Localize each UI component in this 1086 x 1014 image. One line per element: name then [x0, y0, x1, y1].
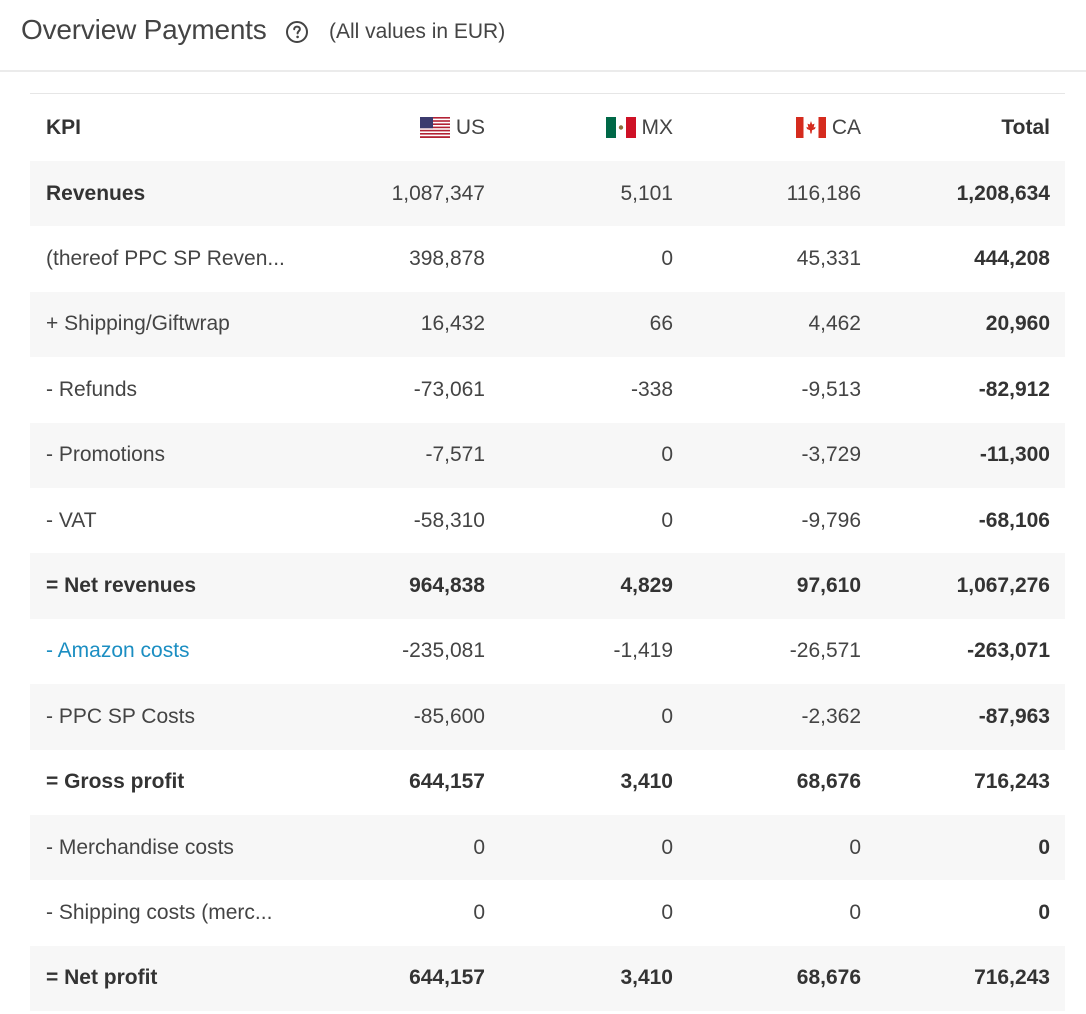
kpi-label: Revenues [46, 181, 146, 205]
table-row: - VAT -58,310 0 -9,796 -68,106 [30, 488, 1065, 553]
col-header-mx-label: MX [641, 115, 674, 139]
value-us: -58,310 [413, 508, 485, 532]
value-total: 20,960 [985, 312, 1050, 336]
value-ca: -9,513 [801, 377, 861, 401]
kpi-label: + Shipping/Giftwrap [46, 312, 230, 336]
value-ca: -2,362 [801, 704, 861, 728]
value-us: 644,157 [409, 770, 485, 794]
col-header-total[interactable]: Total [1001, 115, 1050, 139]
value-us: -7,571 [425, 443, 485, 467]
table-row: Revenues 1,087,347 5,101 116,186 1,208,6… [30, 161, 1065, 227]
col-header-ca[interactable]: CA [795, 94, 861, 161]
amazon-costs-link[interactable]: - Amazon costs [46, 639, 190, 663]
value-total: -68,106 [978, 508, 1050, 532]
table-row: = Net profit 644,157 3,410 68,676 716,24… [30, 945, 1065, 1012]
value-us: 0 [473, 835, 485, 859]
value-ca: 97,610 [796, 574, 861, 598]
value-ca: 0 [849, 900, 861, 924]
table-row: - PPC SP Costs -85,600 0 -2,362 -87,963 [30, 684, 1065, 750]
value-us: -235,081 [402, 639, 485, 663]
page-title: Overview Payments [21, 14, 267, 45]
value-total: 716,243 [974, 770, 1050, 794]
col-header-kpi[interactable]: KPI [46, 115, 82, 139]
value-total: -87,963 [978, 704, 1050, 728]
value-ca: 116,186 [786, 181, 861, 205]
table-header: KPI US [30, 93, 1065, 161]
value-mx: 0 [661, 247, 673, 271]
value-us: 644,157 [409, 966, 485, 990]
value-mx: 0 [661, 508, 673, 532]
payments-table: KPI US [30, 93, 1065, 1012]
value-us: 0 [473, 900, 485, 924]
kpi-label: - Merchandise costs [46, 835, 234, 859]
value-mx: -1,419 [613, 639, 673, 663]
value-total: -11,300 [979, 443, 1050, 467]
value-mx: 0 [661, 835, 673, 859]
kpi-label: - Promotions [46, 443, 166, 467]
value-mx: 0 [661, 900, 673, 924]
table-row: + Shipping/Giftwrap 16,432 66 4,462 20,9… [30, 291, 1065, 358]
value-ca: 4,462 [808, 312, 861, 336]
value-us: 398,878 [409, 247, 485, 271]
value-ca: -3,729 [801, 443, 861, 467]
table-row: (thereof PPC SP Reven... 398,878 0 45,33… [30, 226, 1065, 291]
table-row: - Shipping costs (merc... 0 0 0 0 [30, 880, 1065, 945]
col-header-mx[interactable]: MX [605, 94, 674, 161]
value-total: 716,243 [974, 966, 1050, 990]
kpi-label: (thereof PPC SP Reven... [46, 247, 285, 271]
page-header: Overview Payments (All values in EUR) [0, 0, 1086, 72]
kpi-label: = Gross profit [46, 770, 185, 794]
value-mx: 0 [661, 704, 673, 728]
us-flag-icon [419, 117, 450, 138]
value-mx: -338 [630, 377, 673, 401]
currency-note: (All values in EUR) [329, 20, 506, 43]
value-mx: 4,829 [620, 574, 673, 598]
table-row: = Net revenues 964,838 4,829 97,610 1,06… [30, 553, 1065, 619]
kpi-label: = Net revenues [46, 574, 196, 598]
value-total: -82,912 [978, 377, 1050, 401]
kpi-label: - PPC SP Costs [46, 704, 195, 728]
col-header-us[interactable]: US [419, 94, 485, 161]
value-total: 1,067,276 [956, 574, 1050, 598]
table-row: - Amazon costs -235,081 -1,419 -26,571 -… [30, 619, 1065, 684]
value-total: 1,208,634 [956, 181, 1050, 205]
table-row: - Merchandise costs 0 0 0 0 [30, 814, 1065, 881]
col-header-us-label: US [455, 115, 485, 139]
value-ca: 68,676 [796, 770, 861, 794]
ca-flag-icon [795, 117, 826, 138]
value-ca: 0 [849, 835, 861, 859]
value-mx: 0 [661, 443, 673, 467]
value-mx: 66 [649, 312, 673, 336]
table-row: - Refunds -73,061 -338 -9,513 -82,912 [30, 357, 1065, 422]
value-total: 444,208 [974, 247, 1050, 271]
value-mx: 3,410 [620, 770, 673, 794]
kpi-label: - Shipping costs (merc... [46, 900, 273, 924]
mx-flag-icon [605, 117, 636, 138]
kpi-label: = Net profit [46, 966, 158, 990]
value-ca: -9,796 [801, 508, 861, 532]
value-us: 16,432 [420, 312, 485, 336]
kpi-label: - Refunds [46, 377, 138, 401]
question-circle-icon[interactable] [285, 20, 309, 44]
value-ca: 68,676 [796, 966, 861, 990]
value-total: 0 [1038, 835, 1050, 859]
value-us: -73,061 [413, 377, 485, 401]
kpi-label: - VAT [46, 508, 97, 532]
table-row: - Promotions -7,571 0 -3,729 -11,300 [30, 422, 1065, 488]
value-mx: 5,101 [620, 181, 673, 205]
col-header-ca-label: CA [831, 115, 861, 139]
value-total: 0 [1038, 900, 1050, 924]
value-ca: 45,331 [796, 247, 861, 271]
table-row: = Gross profit 644,157 3,410 68,676 716,… [30, 750, 1065, 815]
value-total: -263,071 [967, 639, 1050, 663]
value-mx: 3,410 [620, 966, 673, 990]
value-us: 964,838 [409, 574, 485, 598]
value-ca: -26,571 [789, 639, 861, 663]
value-us: 1,087,347 [391, 181, 485, 205]
value-us: -85,600 [413, 704, 485, 728]
